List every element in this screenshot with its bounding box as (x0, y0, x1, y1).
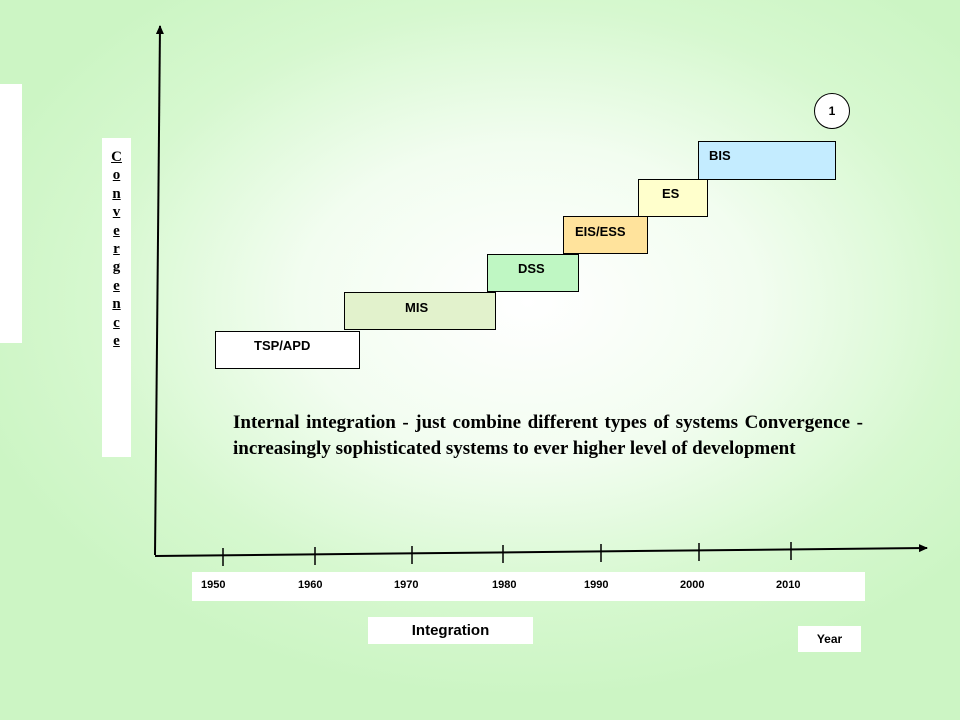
year-label: 1990 (584, 579, 609, 591)
convergence-letter: n (112, 296, 121, 313)
description-text: Internal integration - just combine diff… (233, 412, 863, 459)
side-strip (0, 84, 22, 343)
year-label: 1970 (394, 579, 419, 591)
convergence-letter: v (112, 204, 121, 221)
year-title: Year (798, 626, 861, 652)
x-axis-line (154, 544, 928, 557)
convergence-letter: e (113, 277, 120, 294)
step-label: TSP/APD (254, 338, 311, 353)
convergence-letter: c (113, 314, 120, 331)
y-axis-line (154, 25, 164, 556)
convergence-axis-label: C o n v e r g e n c e (102, 138, 131, 457)
convergence-letter: e (113, 222, 120, 239)
step-label: ES (662, 186, 680, 201)
year-label: 1960 (298, 579, 323, 591)
slide-number-badge: 1 (814, 93, 850, 129)
convergence-letter: n (112, 185, 121, 202)
step-mis: MIS (344, 292, 496, 330)
step-tsp-apd: TSP/APD (215, 331, 360, 369)
x-axis-title: Integration (368, 617, 533, 644)
step-dss: DSS (487, 254, 579, 292)
convergence-letter: C (111, 149, 122, 165)
step-label: DSS (518, 261, 545, 276)
year-labels-bar: 1950 1960 1970 1980 1990 2000 2010 (192, 572, 865, 601)
step-bis: BIS (698, 141, 836, 180)
step-label: BIS (709, 148, 731, 163)
convergence-letter: o (112, 167, 121, 184)
convergence-letter: r (113, 241, 120, 258)
step-eis-ess: EIS/ESS (563, 216, 648, 254)
year-label: 1950 (201, 579, 226, 591)
convergence-letter: g (112, 259, 121, 276)
step-label: EIS/ESS (575, 224, 626, 239)
step-label: MIS (405, 300, 429, 315)
year-label: 1980 (492, 579, 517, 591)
year-label: 2010 (776, 579, 801, 591)
year-label: 2000 (680, 579, 705, 591)
convergence-letter: e (113, 333, 120, 350)
step-es: ES (638, 179, 708, 217)
